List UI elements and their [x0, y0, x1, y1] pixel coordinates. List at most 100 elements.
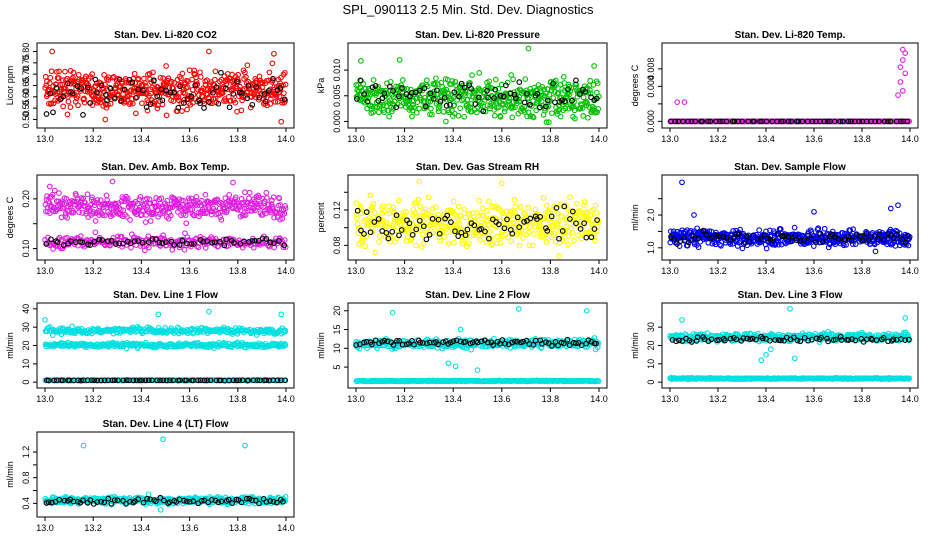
data-point	[595, 106, 602, 112]
data-point	[64, 80, 71, 87]
data-point	[192, 71, 198, 78]
data-point	[92, 83, 99, 89]
data-point	[467, 79, 473, 86]
data-point	[256, 94, 263, 101]
data-point	[509, 114, 516, 121]
x-tick-label: 13.8	[542, 134, 560, 144]
data-point	[232, 99, 239, 106]
data-point	[375, 216, 382, 222]
plot-frame	[347, 42, 608, 129]
data-point	[282, 205, 289, 212]
data-point	[268, 95, 274, 102]
data-point	[482, 108, 489, 115]
data-point	[731, 118, 738, 125]
data-point	[472, 101, 479, 107]
data-point	[214, 196, 221, 203]
data-point	[242, 189, 248, 196]
y-axis-label: ml/min	[316, 332, 326, 359]
data-point	[824, 118, 831, 125]
data-point	[387, 87, 394, 94]
data-point	[591, 226, 598, 232]
data-point	[450, 198, 457, 205]
x-tick-label: 14.0	[590, 134, 608, 144]
data-point	[504, 216, 510, 223]
data-point	[383, 219, 390, 226]
data-point	[589, 103, 596, 110]
data-point	[763, 118, 770, 125]
data-point	[266, 69, 273, 76]
outlier-points	[372, 178, 505, 256]
data-point	[716, 241, 723, 248]
data-point	[218, 69, 224, 76]
data-point	[153, 236, 159, 243]
data-point	[125, 195, 131, 202]
chart-title: Stan. Dev. Sample Flow	[734, 162, 846, 173]
data-point	[180, 100, 187, 106]
y-axis-label: kPa	[316, 78, 326, 94]
data-point	[271, 214, 277, 221]
data-point	[672, 118, 679, 125]
outlier-point	[887, 205, 894, 212]
outlier-point	[498, 180, 505, 187]
data-point	[139, 100, 145, 107]
data-point	[525, 204, 532, 211]
y-tick-label: 0.000	[646, 110, 656, 133]
outlier-point	[897, 79, 904, 85]
data-point	[232, 194, 239, 201]
data-point	[466, 210, 473, 217]
data-point	[449, 107, 455, 114]
data-point	[188, 241, 195, 247]
data-point	[526, 242, 533, 249]
data-point	[452, 228, 458, 235]
data-point	[112, 241, 119, 247]
data-point	[401, 218, 407, 225]
data-point	[430, 96, 437, 102]
data-point	[54, 239, 61, 246]
data-point	[218, 217, 225, 223]
data-point	[428, 105, 434, 112]
data-point	[423, 77, 430, 84]
x-tick-label: 14.0	[901, 266, 919, 276]
data-point	[101, 88, 108, 95]
data-point	[737, 226, 743, 233]
data-point	[530, 114, 537, 121]
data-point	[133, 95, 139, 101]
data-point	[524, 90, 530, 97]
outlier-point	[691, 212, 697, 218]
data-point	[153, 195, 159, 201]
data-point	[192, 82, 199, 89]
y-tick-label: 0.000	[332, 110, 342, 133]
data-point	[422, 206, 429, 213]
data-point	[150, 211, 157, 217]
x-tick-label: 13.2	[84, 394, 102, 404]
data-point	[445, 90, 452, 97]
data-point	[482, 239, 489, 245]
outlier-point	[49, 48, 56, 55]
data-point	[821, 118, 828, 125]
data-point	[573, 84, 579, 91]
data-point	[553, 205, 560, 211]
data-point	[537, 214, 543, 220]
data-point	[531, 224, 538, 230]
data-point	[464, 226, 471, 233]
x-tick-label: 14.0	[901, 134, 919, 144]
data-point	[413, 226, 420, 233]
data-point	[102, 81, 108, 88]
data-point	[426, 231, 433, 238]
data-point	[554, 90, 561, 97]
x-tick-label: 13.6	[805, 266, 823, 276]
outlier-point	[679, 179, 685, 186]
data-point	[277, 85, 284, 91]
data-point	[503, 82, 509, 89]
data-point	[461, 84, 468, 91]
data-point	[206, 99, 212, 105]
data-point	[56, 190, 62, 196]
data-point	[375, 98, 382, 104]
chart-title: Stan. Dev. Amb. Box Temp.	[101, 162, 229, 173]
x-tick-label: 14.0	[277, 266, 295, 276]
data-point	[512, 203, 519, 210]
x-tick-label: 13.0	[347, 394, 365, 404]
data-point	[87, 242, 94, 248]
y-tick-label: 0.70	[21, 65, 31, 83]
data-point	[530, 242, 536, 249]
